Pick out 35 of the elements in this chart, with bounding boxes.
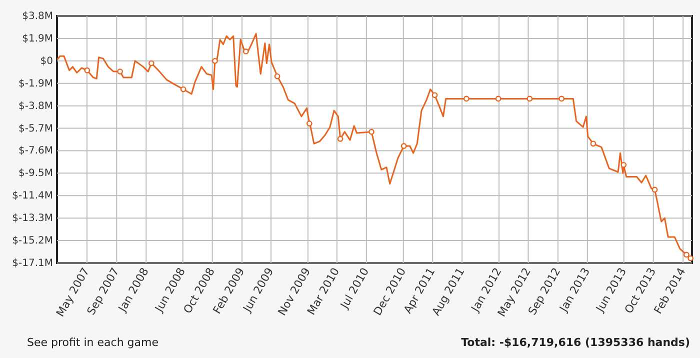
point [368,128,374,135]
y-tick-label: $-7.6M [18,146,53,157]
text: See profit in each game [27,336,159,349]
point [463,96,470,102]
point [148,60,154,66]
point [337,136,344,142]
y-tick-label: $-9.5M [18,168,53,180]
point [242,48,249,54]
y-tick-label: $-5.7M [18,123,53,134]
point [558,96,565,102]
point [620,162,627,168]
y-tick-label: $1.9M [22,33,53,44]
point [212,58,218,64]
point [274,73,280,80]
point [526,96,533,102]
y-tick-label: $-17.1M [12,258,53,269]
text: Total: -$16,719,616 (1395336 hands) [461,336,690,349]
point [117,68,123,74]
y-tick-label: $-11.4M [12,190,53,202]
y-tick-label: $0 [40,56,53,67]
point [652,186,658,193]
y-tick-label: $3.8M [22,11,53,22]
point [306,120,312,126]
point [84,67,90,74]
point [495,96,502,102]
point [688,255,694,262]
point [432,92,438,98]
point [180,86,186,92]
y-tick-label: $-3.8M [18,100,53,112]
point [684,252,690,258]
point [400,143,407,149]
y-tick-label: $-13.3M [12,213,53,224]
point [590,140,596,147]
y-tick-label: $-1.9M [18,78,53,90]
y-tick-label: $-15.2M [12,236,53,247]
